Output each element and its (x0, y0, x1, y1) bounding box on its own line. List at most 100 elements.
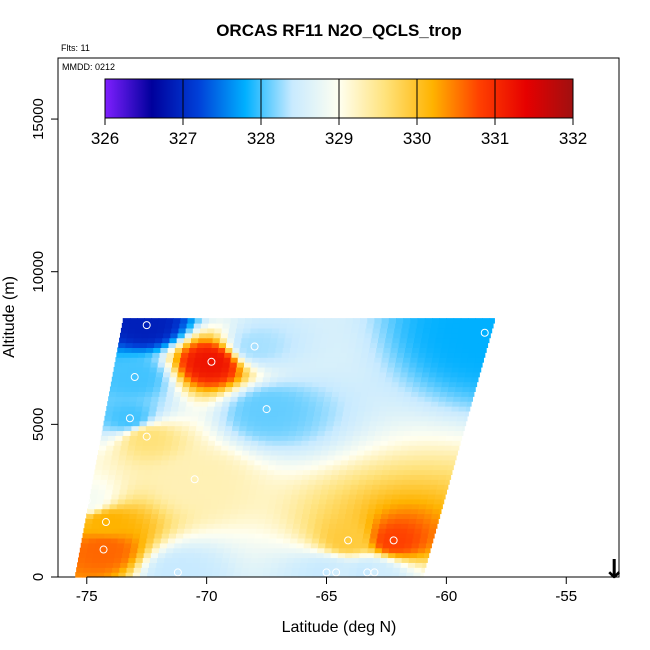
x-tick-label: -65 (316, 588, 338, 605)
heatmap-cell (344, 440, 353, 446)
heatmap-cell (142, 518, 151, 524)
heatmap-cell (309, 318, 318, 324)
heatmap-cell (258, 401, 267, 407)
heatmap-cell (325, 542, 334, 549)
heatmap-cell (292, 371, 301, 378)
heatmap-cell (76, 567, 84, 573)
heatmap-cell (333, 459, 342, 466)
heatmap-cell (466, 401, 472, 407)
heatmap-cell (113, 484, 122, 490)
heatmap-cell (380, 557, 388, 563)
heatmap-cell (301, 479, 309, 485)
heatmap-cell (139, 420, 148, 427)
heatmap-cell (324, 469, 333, 476)
heatmap-cell (379, 484, 388, 490)
heatmap-cell (239, 425, 248, 432)
heatmap-cell (415, 366, 424, 373)
heatmap-cell (165, 318, 174, 324)
heatmap-cell (235, 484, 244, 490)
heatmap-cell (326, 498, 335, 505)
heatmap-cell (108, 430, 117, 436)
heatmap-cell (189, 381, 198, 388)
heatmap-cell (441, 498, 445, 505)
heatmap-cell (247, 459, 256, 466)
heatmap-cell (276, 454, 285, 461)
heatmap-cell (346, 352, 355, 358)
heatmap-cell (378, 450, 387, 456)
heatmap-cell (209, 508, 218, 515)
heatmap-cell (239, 464, 247, 471)
heatmap-cell (132, 381, 141, 388)
heatmap-cell (322, 557, 331, 563)
heatmap-cell (167, 347, 176, 353)
heatmap-cell (317, 469, 326, 476)
heatmap-cell (325, 386, 334, 392)
heatmap-cell (488, 323, 494, 329)
heatmap-cell (119, 371, 128, 378)
heatmap-cell (407, 528, 415, 534)
heatmap-cell (239, 498, 248, 505)
heatmap-cell (323, 552, 332, 559)
heatmap-cell (370, 337, 379, 344)
heatmap-cell (422, 327, 431, 334)
heatmap-cell (240, 572, 249, 578)
heatmap-cell (479, 332, 488, 339)
heatmap-cell (392, 376, 401, 383)
heatmap-cell (366, 323, 375, 329)
heatmap-cell (213, 489, 221, 495)
heatmap-cell (281, 352, 290, 358)
heatmap-cell (207, 479, 216, 485)
heatmap-cell (402, 552, 411, 559)
heatmap-cell (392, 337, 401, 344)
heatmap-cell (417, 474, 425, 480)
heatmap-cell (160, 464, 168, 471)
heatmap-cell (296, 386, 305, 392)
heatmap-cell (411, 391, 419, 397)
observation-points (82, 321, 489, 577)
heatmap-cell (415, 445, 424, 451)
heatmap-cell (396, 318, 404, 324)
heatmap-cell (329, 366, 338, 373)
heatmap-cell (248, 415, 257, 422)
heatmap-cell (291, 567, 300, 573)
heatmap-cell (110, 498, 119, 505)
heatmap-cell (342, 410, 351, 417)
heatmap-cell (435, 493, 443, 500)
heatmap-cell (250, 366, 259, 373)
heatmap-cell (212, 337, 221, 344)
heatmap-cell (106, 445, 114, 451)
heatmap-cell (173, 352, 182, 358)
heatmap-cell (316, 318, 325, 324)
heatmap-cell (97, 493, 105, 500)
heatmap-cell (105, 489, 113, 495)
heatmap-cell (463, 381, 472, 388)
heatmap-cell (148, 371, 157, 378)
heatmap-cell (343, 327, 352, 334)
heatmap-cell (95, 542, 103, 549)
heatmap-cell (120, 484, 129, 490)
heatmap-cell (363, 528, 372, 534)
heatmap-cell (217, 542, 226, 549)
heatmap-cell (336, 557, 345, 563)
heatmap-cell (300, 523, 308, 529)
heatmap-cell (104, 572, 112, 578)
heatmap-cell (162, 376, 170, 383)
heatmap-cell (200, 479, 209, 485)
heatmap-cell (328, 523, 337, 529)
heatmap-cell (327, 567, 336, 573)
heatmap-cell (170, 523, 179, 529)
heatmap-cell (321, 410, 329, 417)
heatmap-cell (224, 391, 232, 397)
heatmap-cell (292, 562, 301, 568)
heatmap-cell (184, 489, 193, 495)
heatmap-cell (420, 415, 429, 422)
heatmap-cell (196, 386, 205, 392)
heatmap-cell (86, 513, 94, 519)
heatmap-cell (226, 337, 235, 344)
heatmap-cell (341, 454, 350, 461)
heatmap-cell (168, 381, 177, 388)
heatmap-cell (169, 454, 177, 461)
heatmap-cell (118, 533, 127, 539)
heatmap-cell (466, 366, 474, 373)
heatmap-cell (243, 440, 252, 446)
